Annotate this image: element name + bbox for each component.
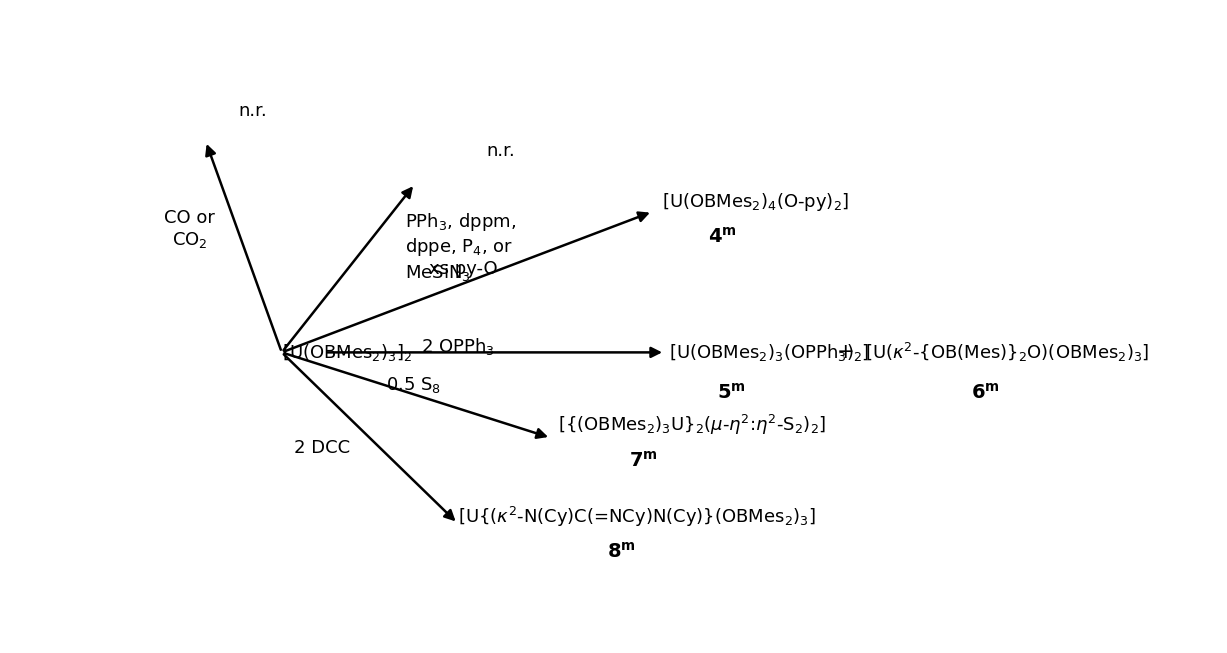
Text: [U(OBMes$_2$)$_3$]$_2$: [U(OBMes$_2$)$_3$]$_2$ xyxy=(282,342,412,363)
Text: +: + xyxy=(837,342,854,362)
Text: n.r.: n.r. xyxy=(239,102,267,120)
Text: $\mathbf{7^m}$: $\mathbf{7^m}$ xyxy=(628,451,658,471)
Text: 2 OPPh$_3$: 2 OPPh$_3$ xyxy=(421,336,494,357)
Text: 0.5 S$_8$: 0.5 S$_8$ xyxy=(387,375,442,395)
Text: [U($\kappa^2$-{OB(Mes)}$_2$O)(OBMes$_2$)$_3$]: [U($\kappa^2$-{OB(Mes)}$_2$O)(OBMes$_2$)… xyxy=(865,341,1148,364)
Text: $\mathbf{5^m}$: $\mathbf{5^m}$ xyxy=(717,383,746,403)
Text: [U(OBMes$_2$)$_4$(O-py)$_2$]: [U(OBMes$_2$)$_4$(O-py)$_2$] xyxy=(663,191,849,212)
Text: 2 DCC: 2 DCC xyxy=(294,439,350,457)
Text: PPh$_3$, dppm,
dppe, P$_4$, or
MeSiN$_3$: PPh$_3$, dppm, dppe, P$_4$, or MeSiN$_3$ xyxy=(405,211,517,283)
Text: $\mathbf{8^m}$: $\mathbf{8^m}$ xyxy=(607,542,636,562)
Text: [U{($\kappa^2$-N(Cy)C(=NCy)N(Cy)}(OBMes$_2$)$_3$]: [U{($\kappa^2$-N(Cy)C(=NCy)N(Cy)}(OBMes$… xyxy=(458,505,816,529)
Text: [{(OBMes$_2$)$_3$U}$_2$($\mu$-$\eta^2$:$\eta^2$-S$_2$)$_2$]: [{(OBMes$_2$)$_3$U}$_2$($\mu$-$\eta^2$:$… xyxy=(557,413,826,438)
Text: $\mathbf{6^m}$: $\mathbf{6^m}$ xyxy=(971,383,1000,403)
Text: xs py-O: xs py-O xyxy=(429,261,498,278)
Text: n.r.: n.r. xyxy=(486,142,515,160)
Text: [U(OBMes$_2$)$_3$(OPPh$_3$)$_2$]: [U(OBMes$_2$)$_3$(OPPh$_3$)$_2$] xyxy=(669,342,869,363)
Text: CO or
CO$_2$: CO or CO$_2$ xyxy=(164,209,215,249)
Text: $\mathbf{4^m}$: $\mathbf{4^m}$ xyxy=(708,227,736,247)
